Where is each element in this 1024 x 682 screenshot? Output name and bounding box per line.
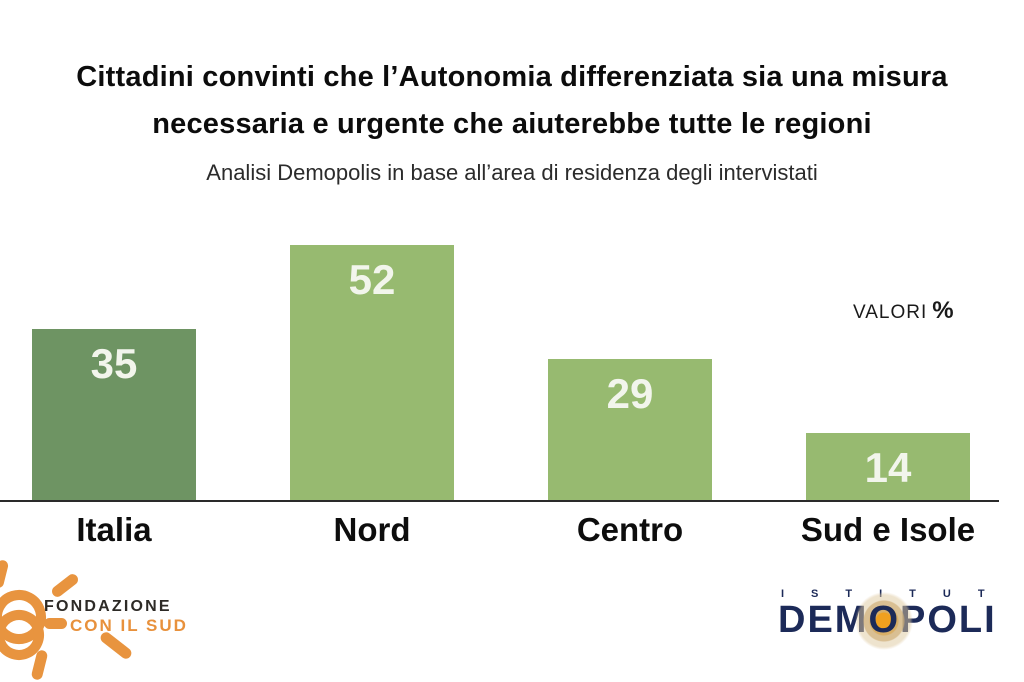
chart-subtitle: Analisi Demopolis in base all’area di re… [206,160,818,185]
bar-centro: 29 [548,358,712,502]
bar-value-centro: 29 [606,369,654,417]
x-axis-line [0,500,999,502]
bar-italia: 35 [32,329,196,502]
sun-ray-icon [0,559,10,589]
chart-title: Cittadini convinti che l’Autonomia diffe… [0,54,1024,148]
demopolis-target-o: O [855,591,914,650]
bar-value-nord: 52 [348,256,396,304]
values-unit-label: VALORI [853,302,928,323]
chart-title-line1: Cittadini convinti che l’Autonomia diffe… [76,61,948,93]
category-label-italia: Italia [76,511,152,548]
category-label-centro: Centro [576,511,684,548]
bar-value-italia: 35 [90,340,138,388]
fondazione-wordmark: FONDAZIONE [44,598,172,615]
sun-ray-icon [44,618,67,629]
demopolis-wordmark-o: O [868,599,901,641]
demopolis-wordmark-suffix: POLI [900,599,997,641]
fondazione-con-il-sud-logo: FONDAZIONE CON IL SUD [0,556,230,682]
sun-ray-icon [49,571,81,600]
con-il-sud-wordmark: CON IL SUD [70,616,188,635]
demopolis-wordmark: DEM O POLI [778,591,997,650]
category-label-nord: Nord [333,511,411,548]
bar-sud-e-isole: 14 [806,432,970,502]
bar-value-sud-e-isole: 14 [864,443,912,491]
category-label-sud-e-isole: Sud e Isole [800,511,976,548]
percent-sign: % [932,297,954,324]
bar-nord: 52 [290,245,454,502]
demopolis-wordmark-prefix: DEM [778,599,869,641]
values-unit-note: VALORI% [853,297,954,325]
chart-title-line2: necessaria e urgente che aiuterebbe tutt… [152,108,872,140]
